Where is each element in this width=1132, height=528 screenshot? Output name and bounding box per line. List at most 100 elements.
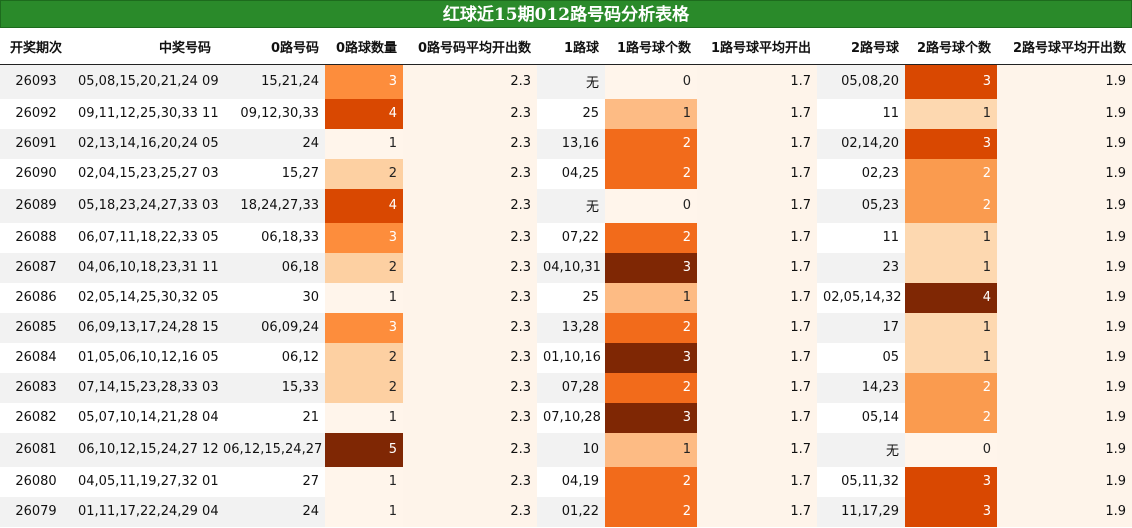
cell-r0avg: 2.3 bbox=[403, 312, 537, 343]
column-header: 2路号球平均开出数 bbox=[997, 28, 1132, 65]
cell-r1avg: 1.7 bbox=[697, 252, 817, 283]
cell-r2avg: 1.9 bbox=[997, 64, 1132, 99]
cell-r1: 13,28 bbox=[537, 312, 605, 343]
cell-r1n: 0 bbox=[605, 64, 697, 99]
cell-r1n: 2 bbox=[605, 128, 697, 159]
cell-r0n: 1 bbox=[325, 128, 403, 159]
cell-numbers: 02,04,15,23,25,27 03 bbox=[72, 158, 219, 189]
cell-r1avg: 1.7 bbox=[697, 402, 817, 433]
cell-r1n: 2 bbox=[605, 466, 697, 497]
cell-r2n: 3 bbox=[905, 128, 997, 159]
cell-r1: 25 bbox=[537, 98, 605, 129]
table-row: 26085 06,09,13,17,24,28 15 06,09,24 3 2.3 13,… bbox=[0, 312, 1132, 343]
cell-r1avg: 1.7 bbox=[697, 342, 817, 373]
cell-r2: 05,23 bbox=[817, 188, 905, 223]
cell-r1avg: 1.7 bbox=[697, 432, 817, 467]
cell-r0avg: 2.3 bbox=[403, 402, 537, 433]
cell-numbers: 06,07,11,18,22,33 05 bbox=[72, 222, 219, 253]
header-row: 开奖期次 中奖号码 0路号码 0路球数量 0路号码平均开出数 1路球 1路号球个数 1路号球平… bbox=[0, 28, 1132, 65]
cell-r1: 25 bbox=[537, 282, 605, 313]
cell-r2n: 2 bbox=[905, 372, 997, 403]
cell-numbers: 05,18,23,24,27,33 03 bbox=[72, 188, 219, 223]
cell-period: 26082 bbox=[0, 402, 72, 433]
cell-r2n: 2 bbox=[905, 158, 997, 189]
cell-r2: 23 bbox=[817, 252, 905, 283]
cell-r0avg: 2.3 bbox=[403, 222, 537, 253]
cell-numbers: 05,07,10,14,21,28 04 bbox=[72, 402, 219, 433]
cell-r0: 24 bbox=[217, 128, 325, 159]
cell-r2avg: 1.9 bbox=[997, 128, 1132, 159]
cell-r1: 07,22 bbox=[537, 222, 605, 253]
cell-r1avg: 1.7 bbox=[697, 282, 817, 313]
cell-r2avg: 1.9 bbox=[997, 312, 1132, 343]
cell-r2avg: 1.9 bbox=[997, 158, 1132, 189]
cell-r2: 11,17,29 bbox=[817, 496, 905, 527]
cell-r0avg: 2.3 bbox=[403, 496, 537, 527]
column-header: 2路号球个数 bbox=[905, 28, 997, 65]
column-header: 开奖期次 bbox=[0, 28, 72, 65]
cell-r1: 04,19 bbox=[537, 466, 605, 497]
cell-r0n: 2 bbox=[325, 158, 403, 189]
cell-period: 26089 bbox=[0, 188, 72, 223]
cell-r1n: 1 bbox=[605, 98, 697, 129]
cell-r1n: 2 bbox=[605, 158, 697, 189]
cell-numbers: 04,06,10,18,23,31 11 bbox=[72, 252, 219, 283]
cell-r1: 无 bbox=[537, 64, 605, 99]
cell-r1: 04,10,31 bbox=[537, 252, 605, 283]
cell-r2n: 1 bbox=[905, 312, 997, 343]
table-row: 26081 06,10,12,15,24,27 12 06,12,15,24,27 5… bbox=[0, 432, 1132, 467]
cell-r0avg: 2.3 bbox=[403, 252, 537, 283]
table-row: 26082 05,07,10,14,21,28 04 21 1 2.3 07,10,28 3… bbox=[0, 402, 1132, 433]
cell-r2n: 4 bbox=[905, 282, 997, 313]
cell-r1n: 3 bbox=[605, 402, 697, 433]
cell-r0: 24 bbox=[217, 496, 325, 527]
cell-r2n: 3 bbox=[905, 496, 997, 527]
cell-numbers: 04,05,11,19,27,32 01 bbox=[72, 466, 219, 497]
cell-r0: 30 bbox=[217, 282, 325, 313]
cell-r0n: 1 bbox=[325, 282, 403, 313]
cell-r1n: 1 bbox=[605, 282, 697, 313]
table-row: 26083 07,14,15,23,28,33 03 15,33 2 2.3 07,28 2… bbox=[0, 372, 1132, 403]
cell-r0: 06,18,33 bbox=[217, 222, 325, 253]
cell-r2avg: 1.9 bbox=[997, 496, 1132, 527]
cell-r2avg: 1.9 bbox=[997, 402, 1132, 433]
cell-r1avg: 1.7 bbox=[697, 98, 817, 129]
column-header: 中奖号码 bbox=[72, 28, 217, 65]
analysis-table: 开奖期次 中奖号码 0路号码 0路球数量 0路号码平均开出数 1路球 1路号球个数 1路号球平… bbox=[0, 28, 1132, 527]
cell-period: 26091 bbox=[0, 128, 72, 159]
cell-r1avg: 1.7 bbox=[697, 466, 817, 497]
cell-r1: 10 bbox=[537, 432, 605, 467]
table-row: 26087 04,06,10,18,23,31 11 06,18 2 2.3 04,10,… bbox=[0, 252, 1132, 283]
cell-r0n: 1 bbox=[325, 466, 403, 497]
cell-period: 26088 bbox=[0, 222, 72, 253]
table-row: 26092 09,11,12,25,30,33 11 09,12,30,33 4 2.3… bbox=[0, 98, 1132, 129]
cell-r1avg: 1.7 bbox=[697, 158, 817, 189]
cell-r0avg: 2.3 bbox=[403, 466, 537, 497]
table-row: 26080 04,05,11,19,27,32 01 27 1 2.3 04,19 2 1.7… bbox=[0, 466, 1132, 497]
cell-r0: 06,18 bbox=[217, 252, 325, 283]
cell-r2avg: 1.9 bbox=[997, 222, 1132, 253]
column-header: 0路号码平均开出数 bbox=[403, 28, 537, 65]
cell-period: 26083 bbox=[0, 372, 72, 403]
cell-r1avg: 1.7 bbox=[697, 496, 817, 527]
column-header: 1路号球平均开出 bbox=[697, 28, 817, 65]
cell-r2n: 1 bbox=[905, 252, 997, 283]
cell-r1avg: 1.7 bbox=[697, 222, 817, 253]
cell-r0: 15,33 bbox=[217, 372, 325, 403]
cell-r0n: 3 bbox=[325, 312, 403, 343]
cell-r2avg: 1.9 bbox=[997, 188, 1132, 223]
cell-r1avg: 1.7 bbox=[697, 64, 817, 99]
cell-r0avg: 2.3 bbox=[403, 98, 537, 129]
cell-r1: 04,25 bbox=[537, 158, 605, 189]
cell-r0avg: 2.3 bbox=[403, 128, 537, 159]
cell-r0n: 2 bbox=[325, 342, 403, 373]
cell-r1n: 0 bbox=[605, 188, 697, 223]
column-header: 2路号球 bbox=[817, 28, 905, 65]
cell-numbers: 06,10,12,15,24,27 12 bbox=[72, 432, 219, 467]
cell-r2n: 0 bbox=[905, 432, 997, 467]
column-header: 0路球数量 bbox=[325, 28, 403, 65]
cell-numbers: 06,09,13,17,24,28 15 bbox=[72, 312, 219, 343]
cell-r2n: 1 bbox=[905, 342, 997, 373]
cell-r0avg: 2.3 bbox=[403, 372, 537, 403]
column-header: 0路号码 bbox=[217, 28, 325, 65]
